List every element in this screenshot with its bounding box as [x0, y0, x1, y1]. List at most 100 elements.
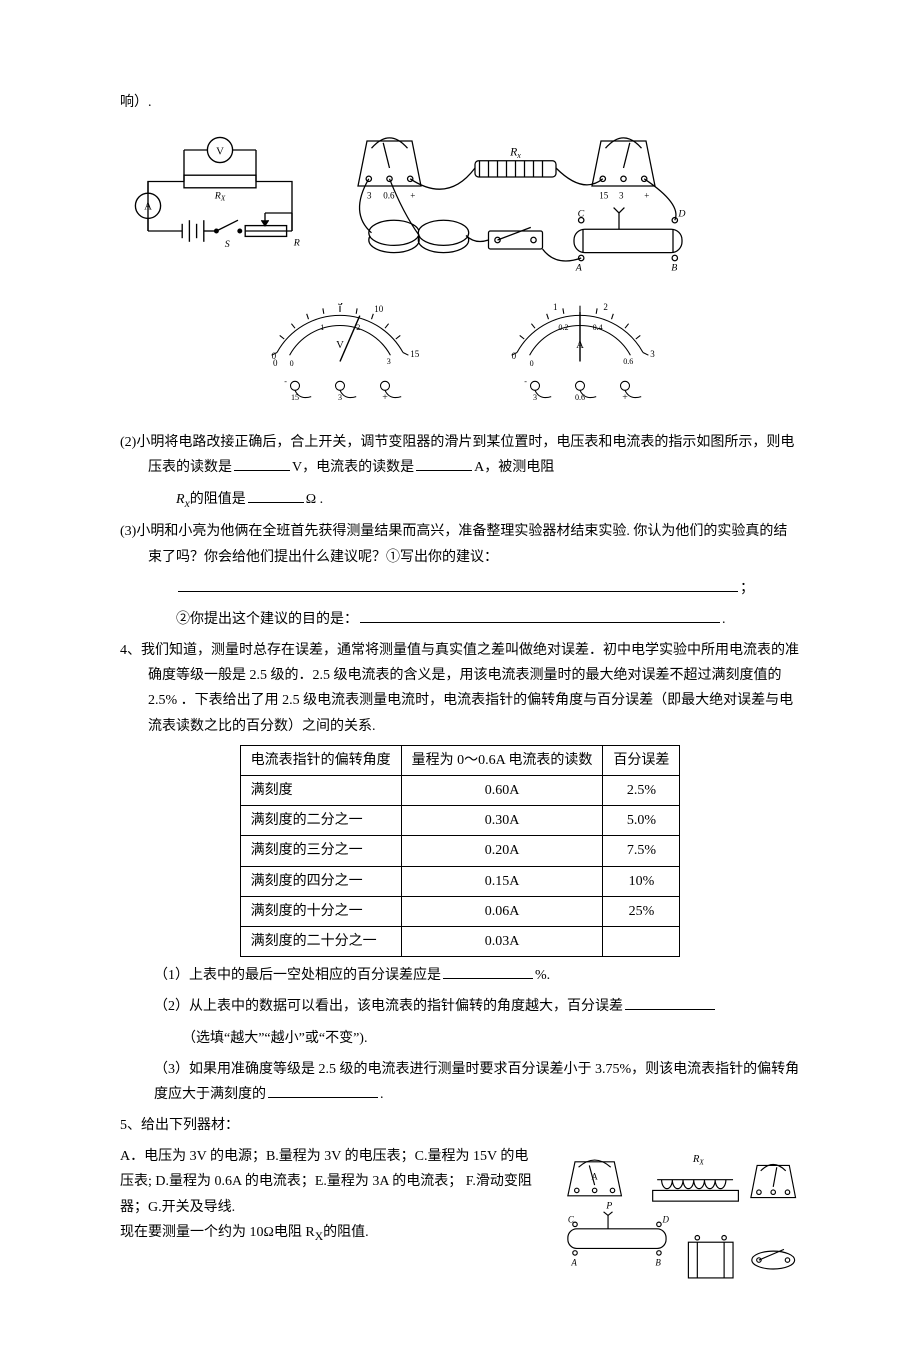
table-row: 满刻度的十分之一0.06A25%: [240, 896, 680, 926]
v-in-0: 0: [290, 359, 294, 368]
table-cell: 0.03A: [401, 926, 603, 956]
v-term-15: 15: [291, 393, 299, 402]
meter-dials-row: 0 5 0 5 10 15 0 1 2 3 V - 15 3 +: [120, 303, 800, 402]
q5-D-label: D: [662, 1215, 670, 1225]
q2-l2b: 的阻值是: [190, 492, 246, 507]
q4-sub1: （1）上表中的最后一空处相应的百分误差应是%.: [120, 963, 800, 988]
a-out-1: 1: [553, 303, 558, 312]
q4-sub2-b: （选填“越大”“越小”或“不变”).: [182, 1031, 367, 1046]
blank-resistance[interactable]: [248, 489, 304, 503]
blank-suggestion[interactable]: [178, 578, 738, 592]
phys-C: C: [578, 209, 585, 220]
a-term-plus: +: [622, 392, 628, 402]
blank-fraction[interactable]: [268, 1084, 378, 1098]
table-cell: 7.5%: [603, 836, 680, 866]
a-out-3: 3: [650, 349, 655, 359]
table-cell: 10%: [603, 866, 680, 896]
q5-body: A．电压为 3V 的电源；B.量程为 3V 的电压表；C.量程为 15V 的电压…: [120, 1144, 534, 1220]
q2-rx-r: R: [176, 492, 185, 507]
q5-tail-a: 现在要测量一个约为 10Ω电阻 R: [120, 1225, 315, 1240]
figures-top-row: V A RX S R: [130, 123, 800, 285]
v-unit: V: [336, 339, 344, 351]
v-term-plus: +: [382, 392, 388, 402]
table-cell: 2.5%: [603, 776, 680, 806]
phys-left-3: 3: [367, 191, 372, 201]
q4-sub3-a: （3）如果用准确度等级是 2.5 级的电流表进行测量时要求百分误差小于 3.75…: [154, 1062, 799, 1102]
v-in-3: 3: [387, 357, 391, 366]
q4-sub1-a: （1）上表中的最后一空处相应的百分误差应是: [154, 968, 441, 983]
blank-purpose[interactable]: [360, 609, 720, 623]
a-in-0: 0: [530, 359, 534, 368]
table-cell: 25%: [603, 896, 680, 926]
a-out-2: 2: [603, 303, 608, 312]
a-term-3: 3: [533, 393, 537, 402]
question-5-text: A．电压为 3V 的电源；B.量程为 3V 的电压表；C.量程为 15V 的电压…: [120, 1144, 534, 1246]
phys-right-plus: +: [644, 191, 649, 201]
question-5-layout: A．电压为 3V 的电源；B.量程为 3V 的电压表；C.量程为 15V 的电压…: [120, 1144, 800, 1296]
table-header-row: 电流表指针的偏转角度 量程为 0～0.6A 电流表的读数 百分误差: [240, 745, 680, 775]
q5-tail-b: 的阻值.: [323, 1225, 369, 1240]
question-3-line3: ②你提出这个建议的目的是：.: [120, 607, 800, 632]
v-term-3: 3: [338, 393, 342, 402]
a-out-0: 0: [512, 351, 517, 361]
v-out-10: 10: [374, 304, 384, 314]
a-in-04: 0.4: [593, 323, 603, 332]
q4-sub2-a: （2）从上表中的数据可以看出，该电流表的指针偏转的角度越大，百分误差: [154, 999, 623, 1014]
a-in-06: 0.6: [623, 357, 633, 366]
th-reading: 量程为 0～0.6A 电流表的读数: [401, 745, 603, 775]
q5-P-label: P: [605, 1201, 612, 1212]
table-row: 满刻度的二分之一0.30A5.0%: [240, 806, 680, 836]
v-term-minus: -: [284, 377, 287, 386]
blank-current[interactable]: [416, 457, 472, 471]
rheostat-label: R: [293, 238, 300, 249]
table-row: 满刻度的三分之一0.20A7.5%: [240, 836, 680, 866]
v-in-2: 2: [356, 323, 360, 332]
physical-circuit: 3 0.6 + Rx 15 3 + C D A B: [340, 123, 700, 285]
blank-voltage[interactable]: [234, 457, 290, 471]
question-2-line2: Rx的阻值是Ω .: [120, 487, 800, 514]
switch-label: S: [225, 239, 230, 250]
q5-Aterm-label: A: [570, 1258, 577, 1268]
q4-sub2: （2）从上表中的数据可以看出，该电流表的指针偏转的角度越大，百分误差: [120, 994, 800, 1019]
q5-tail: 现在要测量一个约为 10Ω电阻 RX的阻值.: [120, 1220, 534, 1247]
a-in-02: 0.2: [558, 323, 568, 332]
q4-sub3-b: .: [380, 1087, 384, 1102]
question-4: 4、我们知道，测量时总存在误差，通常将测量值与真实值之差叫做绝对误差．初中电学实…: [120, 638, 800, 739]
q2-l2c: Ω .: [306, 492, 323, 507]
phys-left-plus: +: [410, 191, 415, 201]
table-cell: 满刻度的二十分之一: [240, 926, 401, 956]
previous-page-trail: 响）.: [120, 90, 800, 115]
q5-tail-sub: X: [315, 1230, 323, 1243]
q2-mid2: A，被测电阻: [474, 460, 554, 475]
ammeter-label: A: [144, 201, 152, 213]
q5-Rx-label: RX: [692, 1153, 705, 1167]
table-cell: 满刻度的三分之一: [240, 836, 401, 866]
phys-left-06: 0.6: [383, 191, 395, 201]
rx-label: RX: [214, 191, 226, 203]
phys-rx: Rx: [509, 146, 521, 161]
phys-D: D: [677, 209, 685, 220]
table-cell: 0.60A: [401, 776, 603, 806]
table-cell: 0.30A: [401, 806, 603, 836]
a-term-06: 0.6: [575, 393, 585, 402]
error-table: 电流表指针的偏转角度 量程为 0～0.6A 电流表的读数 百分误差 满刻度0.6…: [240, 745, 681, 957]
v-out-15: 15: [410, 349, 420, 359]
blank-percent-error[interactable]: [443, 965, 533, 979]
table-cell: 0.20A: [401, 836, 603, 866]
voltmeter-label: V: [216, 146, 224, 158]
table-cell: 满刻度的二分之一: [240, 806, 401, 836]
q3-line3: ②你提出这个建议的目的是：: [176, 612, 358, 627]
q4-sub1-b: %.: [535, 968, 550, 983]
q5-Bterm-label: B: [655, 1258, 661, 1268]
blank-trend[interactable]: [625, 996, 715, 1010]
q5-C-label: C: [568, 1215, 575, 1225]
q4-sub2-cont: （选填“越大”“越小”或“不变”).: [120, 1026, 800, 1051]
table-row: 满刻度的二十分之一0.03A: [240, 926, 680, 956]
table-cell: 满刻度的四分之一: [240, 866, 401, 896]
question-3: (3)小明和小亮为他俩在全班首先获得测量结果而高兴，准备整理实验器材结束实验. …: [120, 519, 800, 569]
phys-right-15: 15: [599, 191, 608, 201]
table-row: 满刻度的四分之一0.15A10%: [240, 866, 680, 896]
phys-B: B: [671, 263, 677, 274]
phys-right-3: 3: [619, 191, 624, 201]
th-error: 百分误差: [603, 745, 680, 775]
